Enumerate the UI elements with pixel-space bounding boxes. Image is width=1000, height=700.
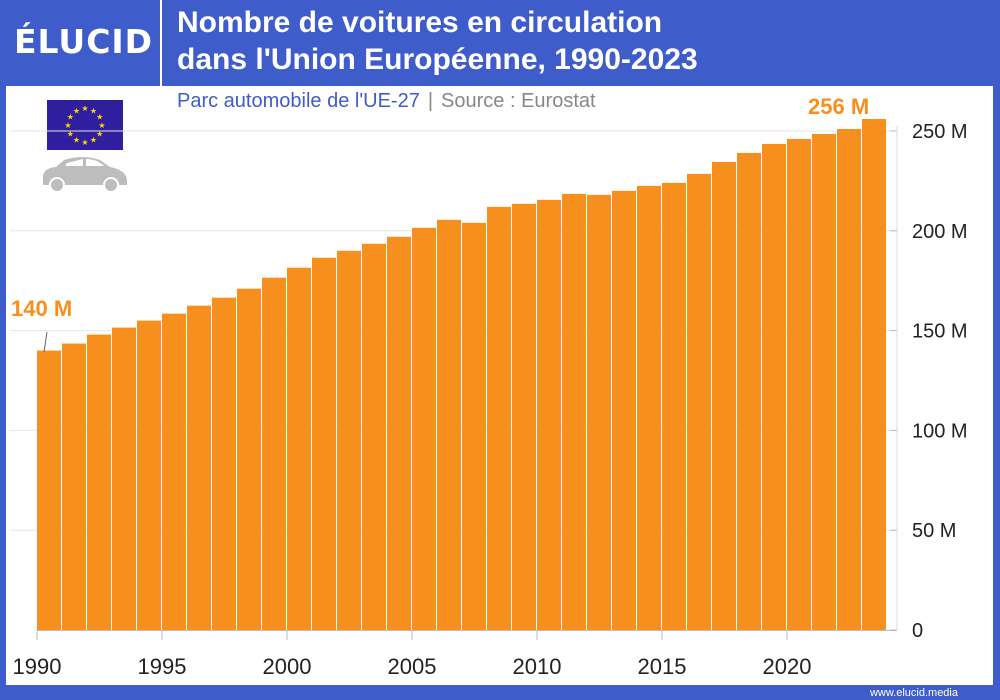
bar-2022: [837, 129, 861, 630]
bar-1996: [187, 305, 211, 630]
bar-2015: [662, 182, 686, 630]
bar-2005: [412, 227, 436, 630]
car-icon: [43, 157, 127, 193]
annotation-2023: 256 M: [808, 94, 869, 119]
bar-2001: [312, 257, 336, 630]
y-tick-label: 0: [912, 620, 923, 642]
bar-2008: [487, 206, 511, 630]
y-tick-label: 150 M: [912, 321, 968, 343]
bar-2006: [437, 219, 461, 630]
bar-1990: [37, 350, 61, 630]
bar-2018: [737, 152, 761, 630]
title-line-2: dans l'Union Européenne, 1990-2023: [177, 43, 698, 76]
y-tick-label: 250 M: [912, 121, 968, 143]
bar-2003: [362, 243, 386, 631]
bar-1992: [87, 334, 111, 630]
bar-2020: [787, 138, 811, 630]
flag-star: ★: [73, 106, 80, 115]
flag-star: ★: [98, 121, 105, 130]
chart-subtitle: Parc automobile de l'UE-27 | Source : Euro…: [177, 90, 596, 113]
bar-2012: [587, 194, 611, 630]
x-tick-label: 2005: [388, 654, 437, 679]
bar-1997: [212, 297, 236, 630]
x-tick-label: 1990: [13, 654, 62, 679]
x-tick-label: 2020: [763, 654, 812, 679]
y-tick-label: 100 M: [912, 420, 968, 442]
annotation-1990: 140 M: [11, 296, 72, 321]
elucid-logo: ÉLUCID: [14, 22, 154, 61]
bar-2002: [337, 250, 361, 630]
bar-2019: [762, 143, 786, 630]
flag-star: ★: [81, 138, 88, 147]
bar-2009: [512, 203, 536, 630]
y-tick-label: 200 M: [912, 221, 968, 243]
footer-url: www.elucid.media: [869, 687, 958, 699]
bar-2011: [562, 193, 586, 630]
annotation-leader-1990: [43, 331, 48, 353]
chart-title: Nombre de voitures en circulation dans l…: [177, 4, 698, 78]
x-tick-label: 1995: [138, 654, 187, 679]
source-text: Source : Eurostat: [441, 90, 596, 112]
subtitle-separator: |: [427, 90, 434, 112]
x-tick-label: 2015: [638, 654, 687, 679]
bar-2004: [387, 236, 411, 630]
flag-star: ★: [67, 113, 74, 122]
title-line-1: Nombre de voitures en circulation: [177, 6, 663, 39]
bar-1994: [137, 320, 161, 630]
bar-2016: [687, 173, 711, 630]
bar-2000: [287, 267, 311, 630]
bar-2017: [712, 161, 736, 631]
eu-flag-icon: ★ ★★★★★★★★★★★: [47, 100, 123, 150]
bar-2023: [862, 119, 886, 631]
bar-1991: [62, 343, 86, 630]
subtitle-text: Parc automobile de l'UE-27: [177, 90, 420, 112]
bar-1998: [237, 288, 261, 630]
flag-star: ★: [64, 121, 71, 130]
bar-1995: [162, 313, 186, 630]
bar-2014: [637, 185, 661, 630]
flag-star: ★: [67, 130, 74, 139]
flag-star: ★: [96, 113, 103, 122]
bar-1999: [262, 277, 286, 630]
x-tick-label: 2010: [513, 654, 562, 679]
flag-star: ★: [90, 106, 97, 115]
header-divider: [160, 0, 162, 86]
flag-star: ★: [96, 130, 103, 139]
flag-star: ★: [81, 104, 88, 113]
bar-1993: [112, 327, 136, 630]
x-tick-label: 2000: [263, 654, 312, 679]
y-tick-label: 50 M: [912, 520, 956, 542]
bar-2013: [612, 190, 636, 630]
bar-2021: [812, 133, 836, 630]
flag-star: ★: [90, 136, 97, 145]
flag-star: ★: [73, 136, 80, 145]
bar-2007: [462, 222, 486, 631]
bar-2010: [537, 199, 561, 630]
